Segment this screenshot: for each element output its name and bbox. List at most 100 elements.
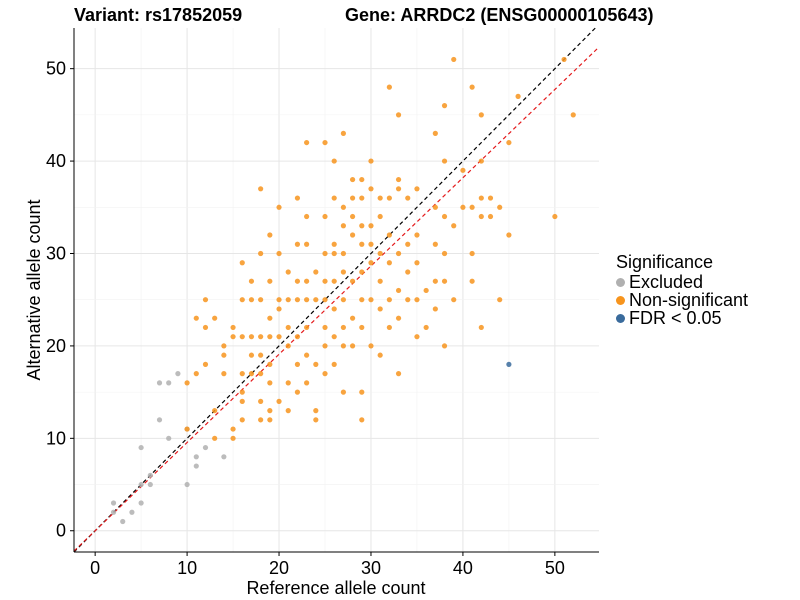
point-non-significant [386,260,392,266]
point-non-significant [267,408,273,414]
point-non-significant [497,297,503,303]
point-excluded [129,509,135,515]
point-non-significant [331,158,337,164]
point-non-significant [258,352,264,358]
point-non-significant [405,195,411,201]
point-non-significant [349,176,356,183]
point-non-significant [322,343,328,349]
y-tick-label: 30 [46,243,66,263]
point-non-significant [377,195,383,201]
point-non-significant [212,315,218,321]
point-excluded [120,518,126,525]
point-excluded [156,380,163,386]
reference-line-fit [73,46,600,552]
point-non-significant [322,324,328,331]
point-non-significant [349,343,356,349]
point-non-significant [304,324,310,331]
point-non-significant [359,241,365,247]
legend-item-fdr: FDR < 0.05 [616,307,748,328]
point-non-significant [441,103,448,109]
point-non-significant [451,297,457,303]
point-non-significant [432,278,438,284]
point-non-significant [285,380,291,386]
point-non-significant [239,334,245,340]
point-non-significant [414,186,420,192]
legend-label-non-significant: Non-significant [629,289,749,310]
point-non-significant [285,297,291,303]
point-non-significant [441,343,448,349]
point-non-significant [478,112,484,118]
point-non-significant [331,334,337,340]
point-non-significant [304,380,310,386]
point-excluded [221,454,227,460]
legend-label-fdr: FDR < 0.05 [629,307,722,328]
point-non-significant [414,334,420,340]
point-fdr-0-05 [506,361,512,367]
point-non-significant [377,352,383,358]
legend-swatch-excluded [616,277,625,287]
point-non-significant [377,278,383,284]
point-non-significant [395,250,402,257]
point-non-significant [322,278,328,284]
point-non-significant [349,278,356,284]
chart-title-gene: Gene: ARRDC2 (ENSG00000105643) [345,5,654,25]
point-non-significant [322,297,328,303]
point-non-significant [497,204,503,210]
legend-item-non-significant: Non-significant [616,289,749,310]
point-excluded [138,481,144,488]
point-non-significant [184,426,190,432]
reference-line-identity [73,27,596,553]
point-non-significant [313,417,319,423]
axes: 0 10 20 30 40 50 0 10 20 30 40 50 [46,28,599,578]
point-non-significant [248,334,255,340]
point-non-significant [239,371,245,377]
point-non-significant [359,195,365,201]
point-non-significant [285,343,291,349]
point-non-significant [331,250,337,257]
point-non-significant [349,195,356,201]
point-non-significant [294,389,301,395]
point-non-significant [386,195,392,201]
point-non-significant [377,250,383,257]
point-non-significant [349,213,356,220]
point-non-significant [451,223,457,229]
point-non-significant [405,297,411,303]
legend-item-excluded: Excluded [616,272,748,292]
reference-lines [73,27,600,553]
point-excluded [184,481,190,488]
point-non-significant [322,139,328,146]
point-non-significant [285,269,291,275]
point-non-significant [304,213,310,220]
y-tick-label: 40 [46,151,66,171]
point-non-significant [193,371,199,377]
point-non-significant [359,389,365,395]
point-non-significant [506,232,512,238]
point-non-significant [561,56,567,63]
point-non-significant [359,269,365,275]
point-non-significant [469,84,475,90]
point-non-significant [230,435,236,441]
point-non-significant [322,371,328,377]
point-non-significant [313,269,319,275]
point-non-significant [212,435,218,441]
point-excluded [193,463,199,469]
point-non-significant [276,297,282,303]
point-non-significant [368,343,374,349]
point-non-significant [258,334,264,340]
point-non-significant [349,232,356,238]
point-non-significant [313,297,319,303]
point-non-significant [294,278,301,284]
point-non-significant [267,361,273,367]
point-excluded [147,472,153,478]
point-non-significant [478,213,484,220]
point-non-significant [340,130,346,136]
point-non-significant [441,278,448,284]
point-non-significant [239,398,245,404]
point-non-significant [331,278,337,284]
point-non-significant [230,426,236,432]
point-non-significant [460,167,466,173]
point-non-significant [258,186,264,192]
point-non-significant [478,324,484,331]
point-non-significant [331,195,337,201]
point-non-significant [506,139,512,146]
